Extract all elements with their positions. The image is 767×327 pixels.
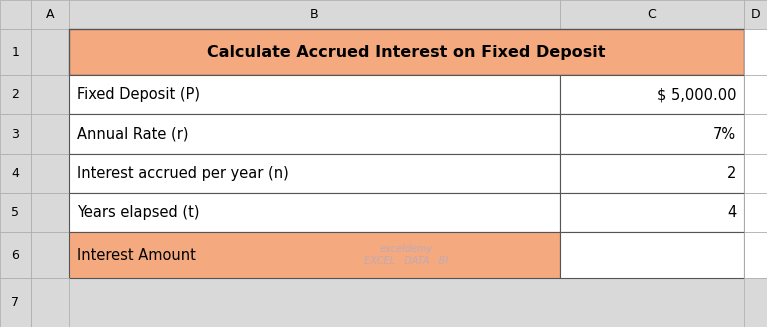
Text: Interest Amount: Interest Amount <box>77 248 196 263</box>
Text: 6: 6 <box>12 249 19 262</box>
Text: 2: 2 <box>727 166 736 181</box>
Bar <box>31 29 69 75</box>
Text: 7%: 7% <box>713 127 736 142</box>
Text: Fixed Deposit (P): Fixed Deposit (P) <box>77 87 199 102</box>
Bar <box>31 114 69 154</box>
Bar <box>0 0 31 29</box>
Bar <box>560 154 744 193</box>
Bar <box>69 29 744 75</box>
Text: exceldemy
EXCEL · DATA · BI: exceldemy EXCEL · DATA · BI <box>364 244 449 266</box>
Bar <box>0 75 31 114</box>
Bar <box>744 154 767 193</box>
Bar <box>69 193 560 232</box>
Text: A: A <box>45 8 54 21</box>
Text: Years elapsed (t): Years elapsed (t) <box>77 205 199 220</box>
Text: D: D <box>751 8 760 21</box>
Bar <box>744 114 767 154</box>
Text: C: C <box>647 8 657 21</box>
Bar <box>0 193 31 232</box>
Bar <box>744 278 767 327</box>
Text: 4: 4 <box>727 205 736 220</box>
Bar <box>560 75 744 114</box>
Bar <box>560 193 744 232</box>
Text: Calculate Accrued Interest on Fixed Deposit: Calculate Accrued Interest on Fixed Depo… <box>207 45 606 60</box>
Text: Annual Rate (r): Annual Rate (r) <box>77 127 188 142</box>
Bar <box>744 193 767 232</box>
Bar <box>31 0 69 29</box>
Bar <box>69 154 560 193</box>
Bar <box>69 114 560 154</box>
Text: Interest accrued per year (n): Interest accrued per year (n) <box>77 166 288 181</box>
Bar <box>0 278 31 327</box>
Bar <box>31 278 69 327</box>
Bar <box>31 232 69 278</box>
Text: $ 5,000.00: $ 5,000.00 <box>657 87 736 102</box>
Bar <box>0 232 31 278</box>
Text: 7: 7 <box>12 296 19 309</box>
Bar <box>744 0 767 29</box>
Text: 5: 5 <box>12 206 19 219</box>
Text: 4: 4 <box>12 167 19 180</box>
Bar <box>69 75 560 114</box>
Text: B: B <box>310 8 319 21</box>
Bar <box>744 29 767 75</box>
Bar <box>560 114 744 154</box>
Bar <box>0 29 31 75</box>
Text: 1: 1 <box>12 46 19 59</box>
Bar <box>69 232 560 278</box>
Bar <box>0 114 31 154</box>
Bar <box>744 75 767 114</box>
Bar <box>560 0 744 29</box>
Bar <box>31 193 69 232</box>
Text: 2: 2 <box>12 88 19 101</box>
Text: 3: 3 <box>12 128 19 141</box>
Bar <box>560 232 744 278</box>
Bar <box>31 75 69 114</box>
Bar <box>31 154 69 193</box>
Bar <box>0 154 31 193</box>
Bar <box>69 0 560 29</box>
Bar <box>744 232 767 278</box>
